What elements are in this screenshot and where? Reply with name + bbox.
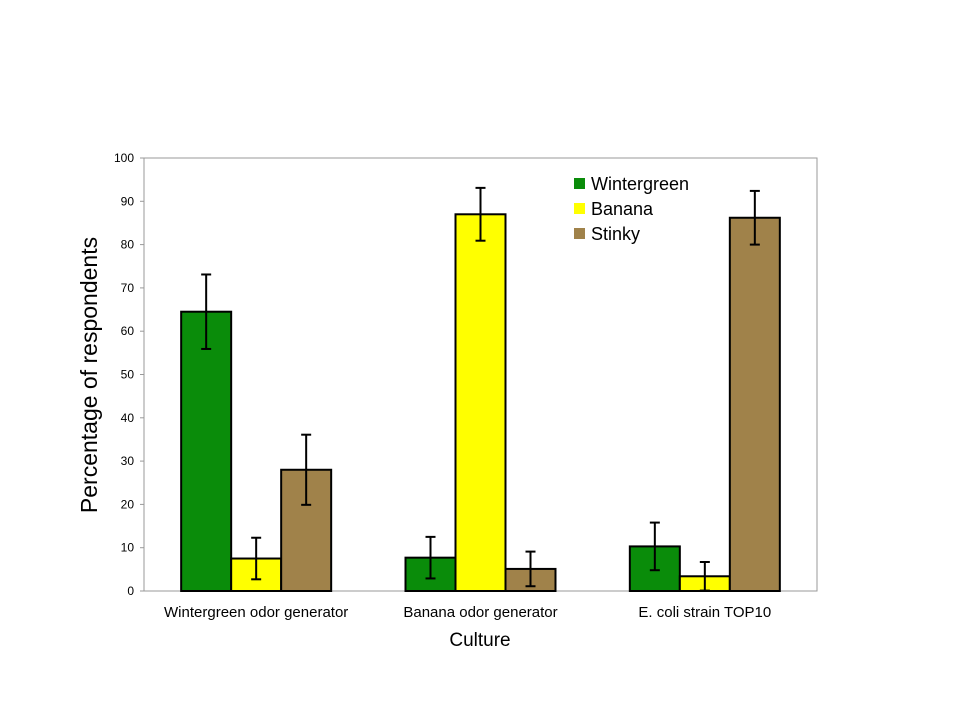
bar-stinky-3 [728,216,781,592]
y-tick-label: 10 [121,541,135,555]
y-tick-label: 40 [121,411,135,425]
legend-swatch-wintergreen [574,178,585,189]
y-tick-label: 100 [114,151,134,165]
x-axis: Wintergreen odor generator Banana odor ge… [164,604,771,621]
error-bars [201,186,760,592]
y-tick-label: 20 [121,497,135,511]
y-axis-label: Percentage of respondents [76,237,102,513]
legend-swatch-banana [574,203,585,214]
bar-wintergreen-1 [180,310,233,592]
legend-label: Banana [591,199,654,219]
y-tick-label: 80 [121,238,135,252]
legend-label: Wintergreen [591,174,689,194]
y-axis: 0 10 20 30 40 50 60 70 80 90 100 [114,151,144,598]
y-tick-label: 60 [121,324,135,338]
y-tick-label: 0 [127,584,134,598]
bar-banana-2 [454,213,507,592]
legend-label: Stinky [591,224,640,244]
x-axis-label: Culture [449,630,510,651]
x-tick-label: Banana odor generator [403,604,557,621]
x-tick-label: E. coli strain TOP10 [638,604,771,621]
y-tick-label: 50 [121,368,135,382]
legend: Wintergreen Banana Stinky [574,174,689,244]
legend-swatch-stinky [574,228,585,239]
x-tick-label: Wintergreen odor generator [164,604,348,621]
bars [180,213,781,593]
y-tick-label: 70 [121,281,135,295]
y-tick-label: 90 [121,194,135,208]
y-tick-label: 30 [121,454,135,468]
